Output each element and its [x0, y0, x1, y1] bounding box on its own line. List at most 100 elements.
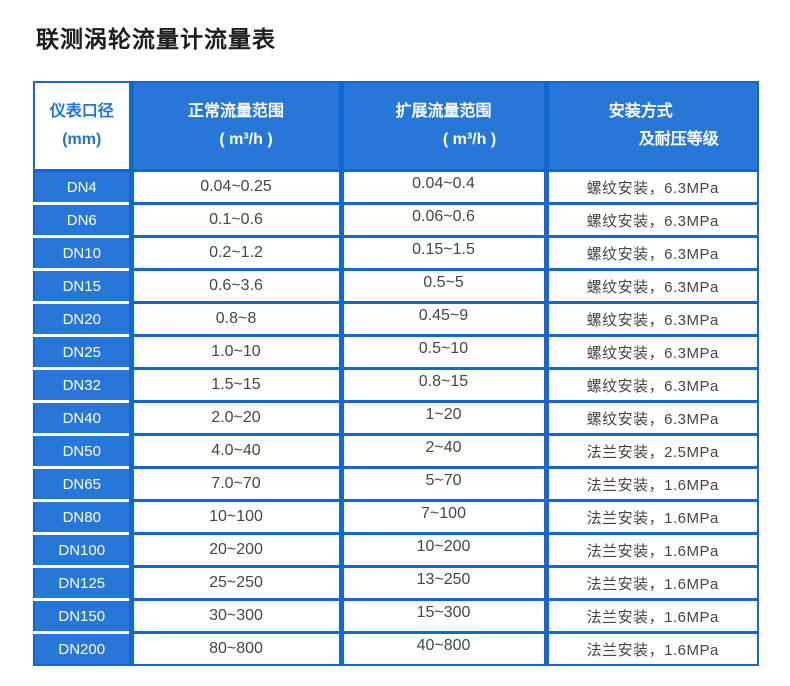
cell-extended-range: 0.45~9 [338, 301, 549, 337]
diameter-value: DN25 [62, 343, 101, 361]
extended-range-value: 0.5~10 [418, 340, 469, 357]
cell-extended-range: 15~300 [338, 598, 549, 634]
install-value: 法兰安装，2.5MPa [586, 443, 719, 461]
cell-extended-range: 7~100 [338, 499, 549, 535]
diameter-value: DN4 [66, 178, 97, 196]
table-row: DN10 0.2~1.2 0.15~1.5 螺纹安装，6.3MPa [33, 235, 759, 271]
install-value: 法兰安装，1.6MPa [586, 476, 719, 494]
header-diameter-line2: (mm) [62, 131, 102, 148]
cell-install: 法兰安装，1.6MPa [543, 565, 759, 601]
extended-range-value: 13~250 [416, 571, 471, 588]
install-value: 螺纹安装，6.3MPa [586, 377, 719, 395]
header-diameter: 仪表口径 (mm) [33, 81, 134, 172]
header-normal-range-unit: ( m³/h ) [219, 131, 273, 148]
page-title: 联测涡轮流量计流量表 [36, 26, 276, 52]
table-row: DN6 0.1~0.6 0.06~0.6 螺纹安装，6.3MPa [33, 202, 759, 238]
cell-diameter: DN4 [33, 169, 134, 205]
cell-extended-range: 40~800 [338, 631, 549, 666]
diameter-value: DN20 [62, 310, 101, 328]
header-extended-range: 扩展流量范围 ( m³/h ) [338, 81, 549, 172]
cell-diameter: DN200 [33, 631, 134, 666]
table-row: DN200 80~800 40~800 法兰安装，1.6MPa [33, 631, 759, 666]
extended-range-value: 1~20 [425, 406, 462, 423]
diameter-value: DN32 [62, 376, 101, 394]
table-row: DN150 30~300 15~300 法兰安装，1.6MPa [33, 598, 759, 634]
cell-extended-range: 1~20 [338, 400, 549, 436]
cell-extended-range: 0.04~0.4 [338, 169, 549, 205]
cell-normal-range: 0.1~0.6 [128, 202, 344, 238]
diameter-value: DN150 [58, 607, 106, 625]
header-install-line2: 及耐压等级 [638, 131, 719, 148]
cell-diameter: DN20 [33, 301, 134, 337]
header-normal-range-line1: 正常流量范围 [187, 103, 284, 120]
table-row: DN4 0.04~0.25 0.04~0.4 螺纹安装，6.3MPa [33, 169, 759, 205]
install-value: 螺纹安装，6.3MPa [586, 278, 719, 296]
diameter-value: DN125 [58, 574, 106, 592]
cell-diameter: DN32 [33, 367, 134, 403]
diameter-value: DN15 [62, 277, 101, 295]
cell-normal-range: 2.0~20 [128, 400, 344, 436]
install-value: 螺纹安装，6.3MPa [586, 179, 719, 197]
cell-diameter: DN150 [33, 598, 134, 634]
extended-range-value: 0.15~1.5 [412, 241, 475, 258]
diameter-value: DN10 [62, 244, 101, 262]
cell-normal-range: 0.8~8 [128, 301, 344, 337]
table-row: DN40 2.0~20 1~20 螺纹安装，6.3MPa [33, 400, 759, 436]
normal-range-value: 7.0~70 [211, 475, 261, 492]
cell-diameter: DN50 [33, 433, 134, 469]
cell-install: 法兰安装，1.6MPa [543, 466, 759, 502]
normal-range-value: 25~250 [209, 574, 263, 591]
cell-normal-range: 4.0~40 [128, 433, 344, 469]
cell-install: 螺纹安装，6.3MPa [543, 400, 759, 436]
normal-range-value: 0.8~8 [215, 310, 257, 327]
cell-diameter: DN40 [33, 400, 134, 436]
extended-range-value: 0.45~9 [418, 307, 469, 324]
cell-normal-range: 0.2~1.2 [128, 235, 344, 271]
install-value: 法兰安装，1.6MPa [586, 542, 719, 560]
cell-install: 法兰安装，1.6MPa [543, 499, 759, 535]
table-row: DN50 4.0~40 2~40 法兰安装，2.5MPa [33, 433, 759, 469]
cell-install: 螺纹安装，6.3MPa [543, 202, 759, 238]
diameter-value: DN100 [58, 541, 106, 559]
normal-range-value: 80~800 [209, 640, 263, 657]
cell-diameter: DN100 [33, 532, 134, 568]
install-value: 螺纹安装，6.3MPa [586, 212, 719, 230]
cell-diameter: DN65 [33, 466, 134, 502]
cell-install: 螺纹安装，6.3MPa [543, 169, 759, 205]
cell-diameter: DN25 [33, 334, 134, 370]
install-value: 螺纹安装，6.3MPa [586, 311, 719, 329]
cell-normal-range: 0.04~0.25 [128, 169, 344, 205]
cell-extended-range: 0.8~15 [338, 367, 549, 403]
install-value: 法兰安装，1.6MPa [586, 509, 719, 527]
table-row: DN80 10~100 7~100 法兰安装，1.6MPa [33, 499, 759, 535]
cell-extended-range: 13~250 [338, 565, 549, 601]
extended-range-value: 2~40 [425, 439, 462, 456]
cell-diameter: DN15 [33, 268, 134, 304]
table-row: DN100 20~200 10~200 法兰安装，1.6MPa [33, 532, 759, 568]
header-row: 仪表口径 (mm) 正常流量范围 ( m³/h ) 扩展流量范围 ( m³/h … [33, 81, 759, 172]
cell-normal-range: 1.0~10 [128, 334, 344, 370]
cell-normal-range: 7.0~70 [128, 466, 344, 502]
cell-install: 法兰安装，2.5MPa [543, 433, 759, 469]
install-value: 法兰安装，1.6MPa [586, 575, 719, 593]
header-install: 安装方式 及耐压等级 [543, 81, 759, 172]
cell-extended-range: 0.06~0.6 [338, 202, 549, 238]
cell-extended-range: 5~70 [338, 466, 549, 502]
cell-extended-range: 0.5~5 [338, 268, 549, 304]
diameter-value: DN65 [62, 475, 101, 493]
table-row: DN65 7.0~70 5~70 法兰安装，1.6MPa [33, 466, 759, 502]
install-value: 法兰安装，1.6MPa [586, 608, 719, 626]
extended-range-value: 0.06~0.6 [412, 208, 475, 225]
extended-range-value: 5~70 [425, 472, 462, 489]
table-row: DN25 1.0~10 0.5~10 螺纹安装，6.3MPa [33, 334, 759, 370]
cell-diameter: DN10 [33, 235, 134, 271]
cell-normal-range: 80~800 [128, 631, 344, 666]
extended-range-value: 0.8~15 [418, 373, 469, 390]
extended-range-value: 15~300 [416, 604, 471, 621]
header-extended-range-unit: ( m³/h ) [442, 131, 497, 148]
normal-range-value: 0.04~0.25 [200, 178, 272, 195]
cell-diameter: DN80 [33, 499, 134, 535]
cell-extended-range: 0.15~1.5 [338, 235, 549, 271]
header-diameter-line1: 仪表口径 [49, 103, 114, 120]
header-normal-range: 正常流量范围 ( m³/h ) [128, 81, 344, 172]
